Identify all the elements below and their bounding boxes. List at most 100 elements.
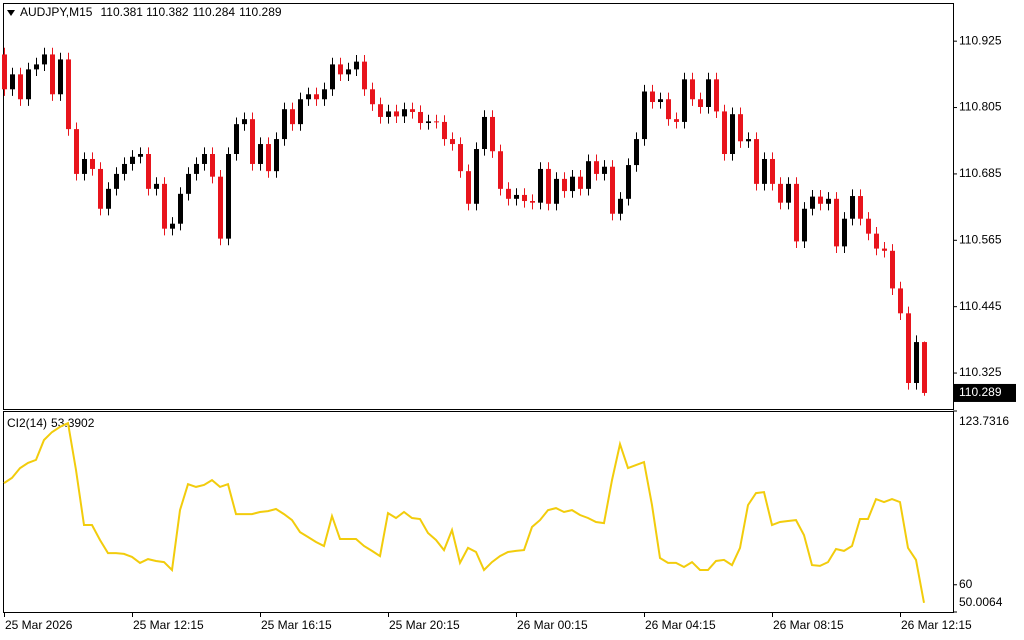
x-tick-label: 25 Mar 20:15: [389, 618, 460, 632]
candle-body: [378, 104, 383, 117]
candle-body: [218, 176, 223, 239]
candle-body: [26, 69, 31, 100]
candle-body: [850, 196, 855, 219]
y-tick-label: 110.565: [959, 232, 1002, 246]
candle-body: [162, 183, 167, 229]
candle-body: [922, 342, 927, 393]
candle-body: [770, 158, 775, 184]
candle-body: [354, 61, 359, 70]
candle-body: [610, 166, 615, 214]
candle-body: [298, 99, 303, 125]
y-tick-label: 110.325: [959, 365, 1002, 379]
x-tick-label: 25 Mar 2026: [5, 618, 73, 632]
candle-body: [266, 144, 271, 172]
candle-body: [530, 201, 535, 203]
candle-body: [522, 194, 527, 202]
y-tick-label: 110.805: [959, 100, 1002, 114]
candle-body: [274, 139, 279, 172]
candle-body: [858, 196, 863, 219]
candle-body: [346, 69, 351, 75]
candles: [2, 47, 927, 396]
candle-body: [42, 54, 47, 65]
candle-body: [586, 161, 591, 189]
candle-body: [386, 111, 391, 117]
candle-body: [546, 168, 551, 204]
candle-body: [570, 176, 575, 192]
candle-body: [818, 196, 823, 204]
menu-triangle[interactable]: [7, 10, 15, 16]
indicator-line: [3, 421, 925, 603]
candle-body: [418, 111, 423, 124]
candle-body: [170, 223, 175, 229]
candle-body: [578, 176, 583, 189]
candle-body: [106, 188, 111, 209]
candle-body: [714, 79, 719, 112]
candle-body: [602, 166, 607, 174]
indicator-header: CI2(14) 53.3902: [7, 416, 95, 430]
candle-body: [890, 250, 895, 289]
candle-body: [194, 163, 199, 174]
candle-body: [138, 154, 143, 157]
candle-body: [98, 168, 103, 209]
candle-body: [306, 94, 311, 100]
candle-body: [146, 154, 151, 189]
candle-body: [434, 121, 439, 123]
candle-body: [498, 151, 503, 189]
candle-body: [2, 54, 7, 90]
candle-body: [746, 139, 751, 142]
candle-body: [202, 154, 207, 164]
candle-body: [178, 193, 183, 224]
x-tick-label: 26 Mar 00:15: [517, 618, 588, 632]
candle-body: [402, 109, 407, 117]
candle-body: [682, 79, 687, 122]
candle-body: [650, 91, 655, 103]
candle-body: [66, 59, 71, 130]
candle-body: [786, 183, 791, 203]
y-tick-label: 110.685: [959, 166, 1002, 180]
candle-body: [290, 109, 295, 125]
candle-body: [242, 119, 247, 125]
candle-body: [154, 183, 159, 189]
chart-header: AUDJPY,M15 110.381 110.382 110.284 110.289: [20, 5, 282, 19]
candle-body: [394, 111, 399, 117]
candle-body: [698, 99, 703, 107]
symbol: AUDJPY,M15: [20, 5, 93, 19]
candle-body: [690, 79, 695, 100]
price-marker-label: 110.289: [959, 385, 1002, 399]
candle-body: [490, 116, 495, 152]
indicator-panel: [3, 411, 954, 613]
candle-body: [626, 165, 631, 199]
candle-body: [514, 194, 519, 199]
candle-body: [90, 158, 95, 169]
candle-body: [882, 248, 887, 251]
candle-body: [874, 233, 879, 249]
candle-body: [914, 342, 919, 384]
candle-body: [842, 218, 847, 247]
candle-body: [410, 109, 415, 112]
candle-body: [706, 79, 711, 107]
price-marker: [954, 383, 1016, 402]
candle-body: [834, 198, 839, 247]
candle-body: [802, 208, 807, 242]
y-tick-label: 50.0064: [959, 595, 1003, 609]
candle-body: [458, 144, 463, 172]
x-tick-label: 26 Mar 08:15: [773, 618, 844, 632]
candle-body: [634, 139, 639, 166]
x-tick-label: 26 Mar 12:15: [901, 618, 972, 632]
candle-body: [810, 196, 815, 209]
candle-body: [114, 173, 119, 189]
candle-body: [738, 114, 743, 142]
price-panel: [3, 3, 954, 410]
candle-body: [450, 139, 455, 145]
candle-body: [122, 163, 127, 174]
candle-body: [322, 89, 327, 100]
candle-body: [666, 99, 671, 120]
header-low: 110.284: [193, 5, 236, 19]
candle-body: [562, 178, 567, 192]
x-tick-label: 26 Mar 04:15: [645, 618, 716, 632]
candle-body: [314, 94, 319, 100]
candle-body: [426, 121, 431, 124]
y-tick-label: 110.925: [959, 33, 1002, 47]
candle-body: [474, 149, 479, 204]
candle-body: [34, 64, 39, 70]
